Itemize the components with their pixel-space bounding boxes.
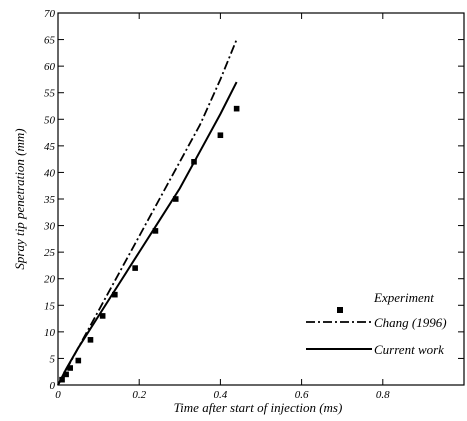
- y-tick-label: 65: [44, 35, 56, 47]
- experiment-point: [217, 132, 224, 139]
- y-tick-label: 50: [44, 114, 56, 126]
- legend-label: Current work: [374, 342, 444, 357]
- y-tick-label: 20: [44, 274, 56, 286]
- y-axis-label: Spray tip penetration (mm): [12, 128, 27, 269]
- legend-marker-experiment: [337, 307, 343, 313]
- y-tick-label: 60: [44, 61, 56, 73]
- legend: Experiment Chang (1996) Current work: [306, 290, 447, 357]
- x-axis-label: Time after start of injection (ms): [174, 400, 343, 415]
- y-tick-label: 0: [50, 380, 56, 392]
- x-tick-label: 0.6: [295, 389, 309, 401]
- y-tick-label: 15: [44, 300, 56, 312]
- experiment-point: [63, 371, 69, 378]
- legend-label: Experiment: [373, 290, 434, 305]
- x-tick-label: 0.8: [376, 389, 390, 401]
- chang-1996-line: [57, 39, 238, 386]
- y-tick-label: 30: [43, 221, 56, 233]
- experiment-point: [67, 365, 73, 371]
- experiment-point: [152, 228, 159, 234]
- y-tick-label: 25: [44, 247, 56, 259]
- legend-label: Chang (1996): [374, 315, 447, 330]
- series-layer: [57, 39, 240, 386]
- experiment-point: [233, 105, 240, 112]
- experiment-point: [59, 376, 65, 383]
- experiment-point: [87, 337, 94, 343]
- y-axis-ticks: 0 5 10 15 20 25 30 35 40 45 50 55 60 65 70: [43, 8, 464, 392]
- experiment-point: [172, 196, 179, 202]
- x-tick-label: 0.2: [132, 389, 146, 401]
- y-tick-label: 10: [44, 327, 56, 339]
- experiment-point: [99, 313, 106, 319]
- y-tick-label: 55: [44, 88, 56, 100]
- x-axis-ticks: 0 0.2 0.4 0.6 0.8: [55, 13, 390, 401]
- y-tick-label: 5: [50, 353, 56, 365]
- y-tick-label: 35: [43, 194, 56, 206]
- experiment-point: [75, 357, 82, 364]
- y-tick-label: 45: [44, 141, 56, 153]
- y-tick-label: 40: [44, 167, 56, 179]
- x-tick-label: 0: [55, 389, 61, 401]
- current-work-line: [57, 81, 238, 386]
- experiment-point: [112, 291, 118, 298]
- experiment-point: [132, 265, 138, 271]
- y-tick-label: 70: [44, 8, 56, 20]
- x-tick-label: 0.4: [214, 389, 228, 401]
